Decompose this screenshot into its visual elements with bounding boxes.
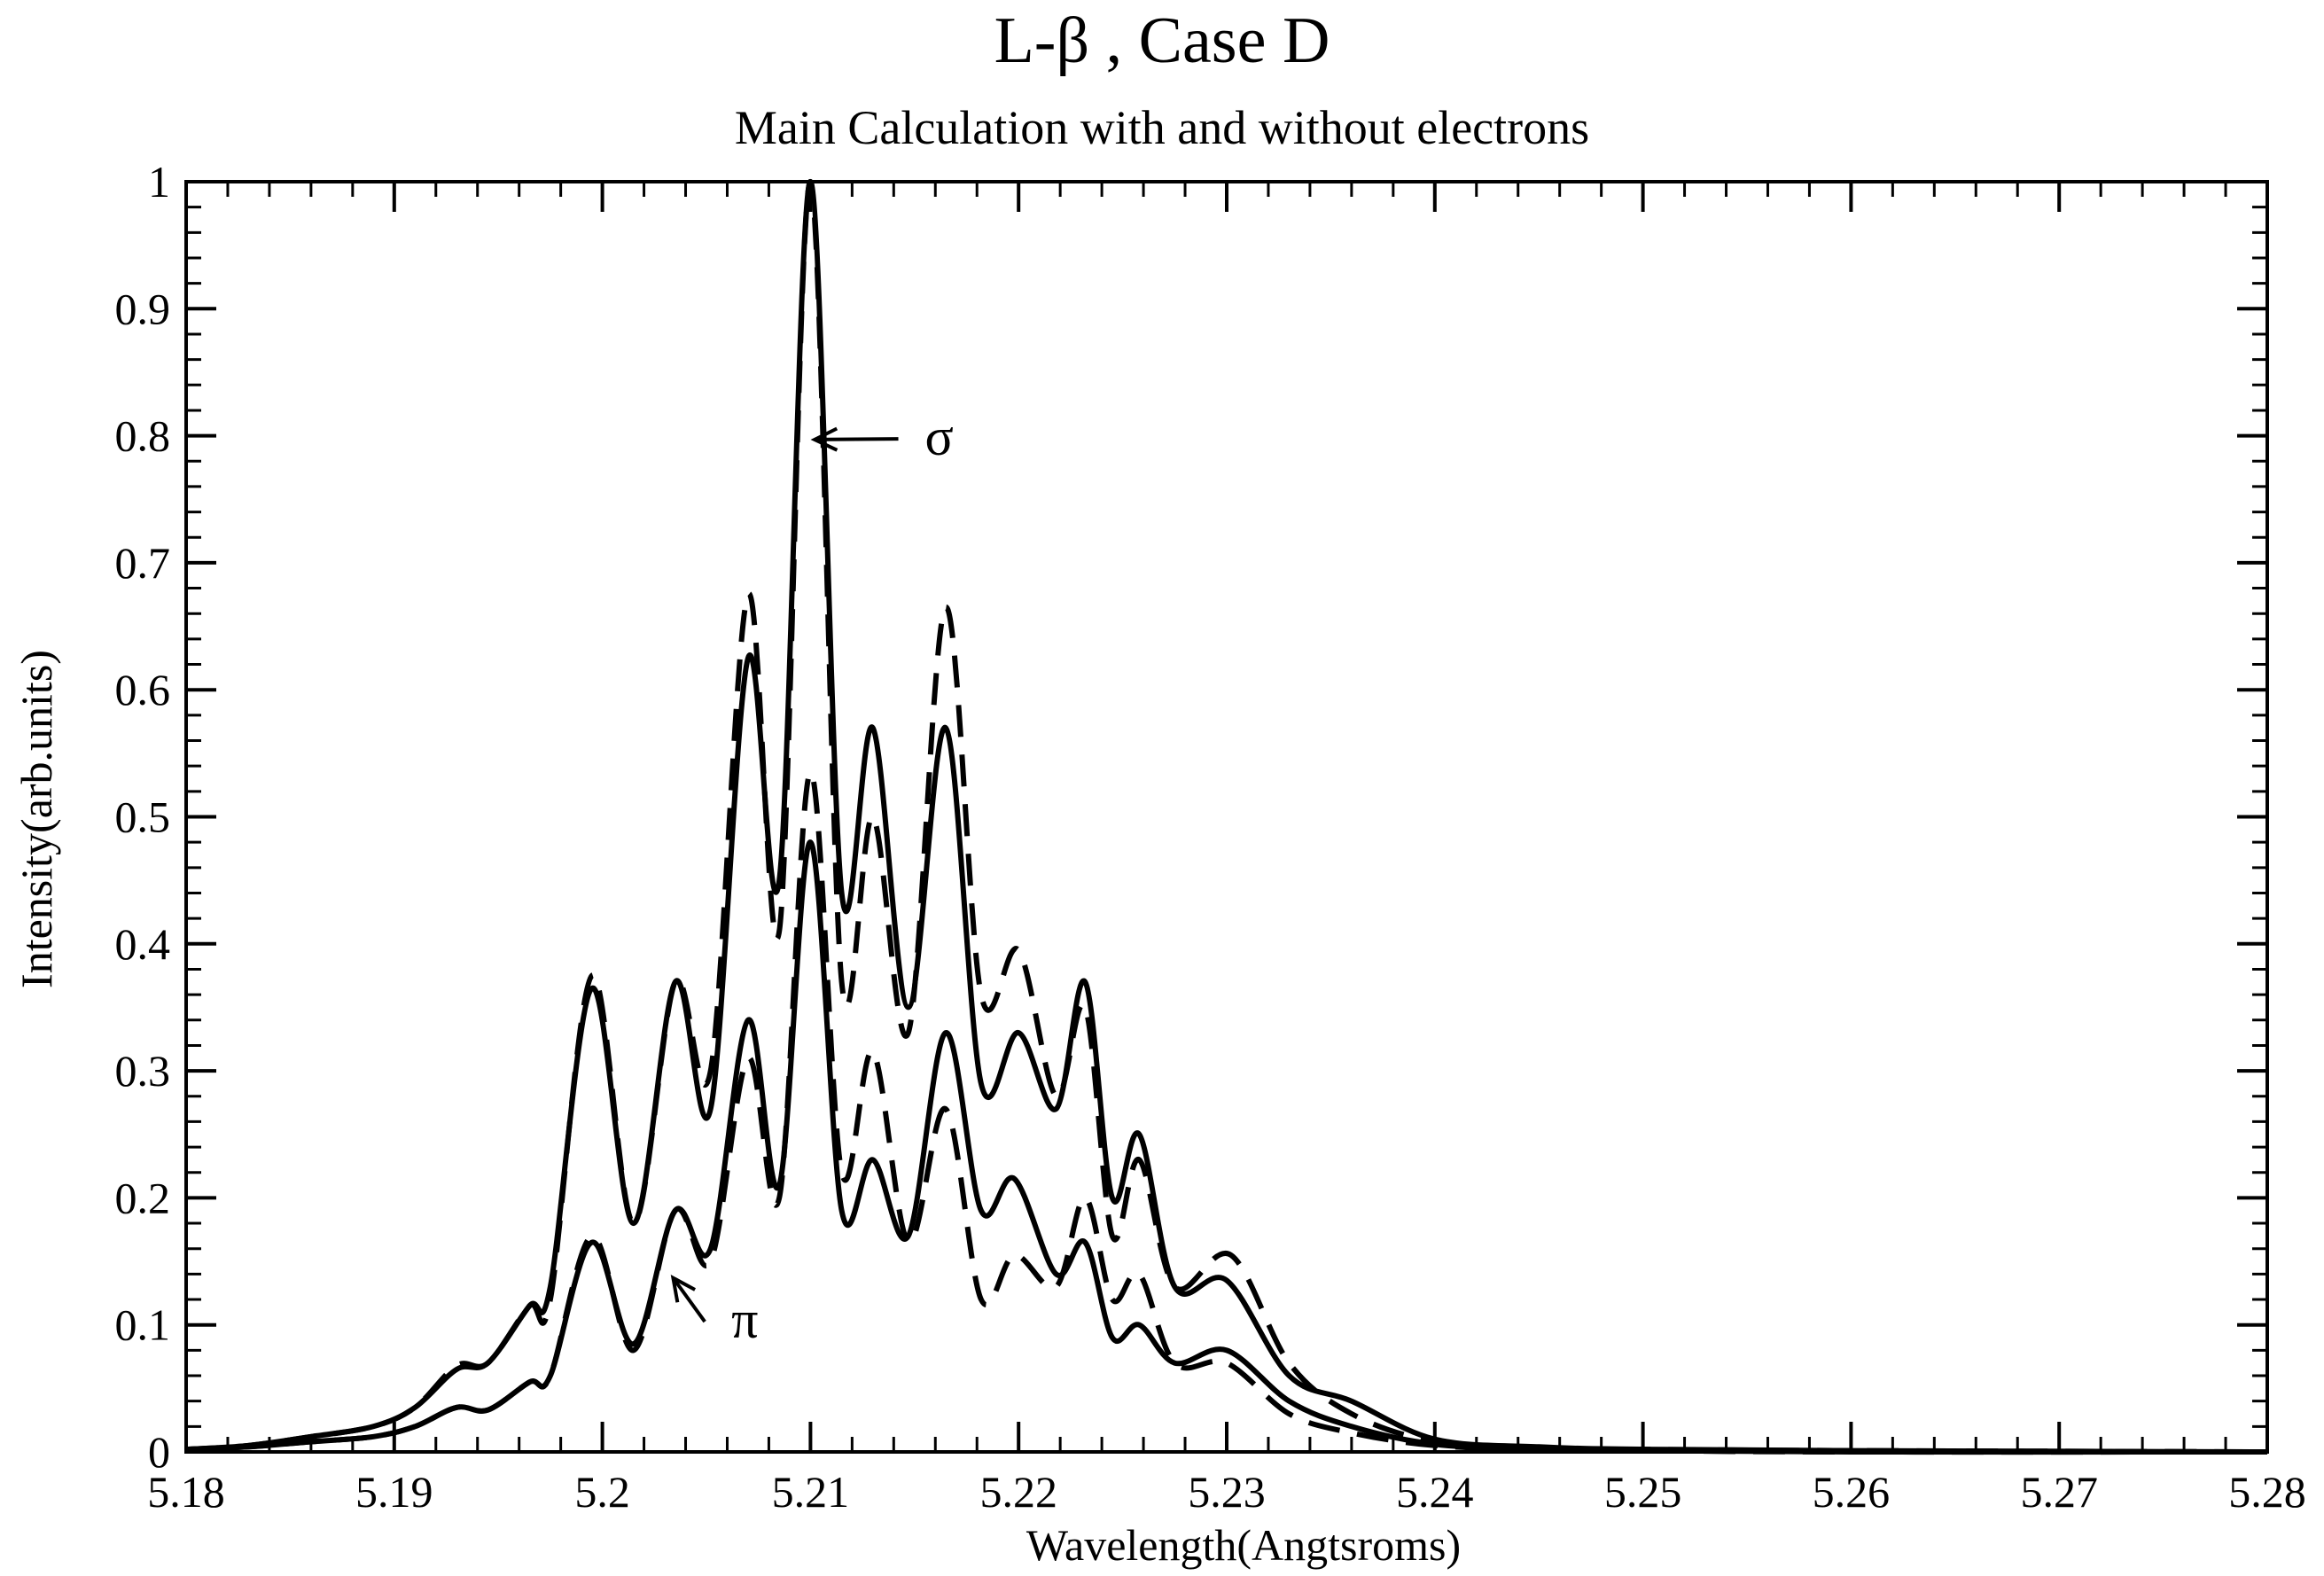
x-tick-label: 5.23	[1188, 1467, 1266, 1517]
y-tick-label: 0.9	[115, 284, 171, 333]
chart-title: L-β , Case D	[994, 4, 1330, 77]
x-axis-label: Wavelength(Angtsroms)	[1026, 1520, 1461, 1570]
series-line-1-solid	[185, 178, 2268, 1455]
x-tick-label: 5.28	[2228, 1467, 2306, 1517]
y-tick-label: 0.7	[115, 538, 171, 588]
plot-frame	[184, 180, 2269, 1454]
y-tick-label: 1	[148, 157, 170, 207]
y-tick-label: 0.3	[115, 1046, 171, 1096]
y-tick-label: 0.8	[115, 411, 171, 461]
annotation-arrow-line	[815, 437, 899, 441]
x-tick-label: 5.18	[147, 1467, 225, 1517]
plot-area: 5.18 5.19 5.2 5.21 5.22 5.23 5.24 5.25 5.26 5.27 5…	[115, 157, 2306, 1517]
x-tick-label: 5.21	[772, 1467, 850, 1517]
annotation-arrow-head	[810, 426, 838, 452]
y-tick-label: 0.6	[115, 665, 171, 714]
y-axis-label: Intensity(arb.units)	[12, 650, 61, 988]
y-tick-label: 0.2	[115, 1173, 171, 1222]
y-tick-label: 0.1	[115, 1300, 171, 1350]
x-tick-label: 5.25	[1604, 1467, 1682, 1517]
annotation-label-1: σ	[925, 408, 954, 466]
series-line-2-dashed	[185, 178, 2268, 1455]
y-tick-label: 0	[148, 1427, 170, 1477]
series-line-3-solid	[185, 839, 2268, 1455]
x-tick-label: 5.24	[1396, 1467, 1474, 1517]
annotation-label-2: π	[731, 1291, 758, 1349]
chart-subtitle: Main Calculation with and without electr…	[735, 101, 1589, 154]
annotation-arrow-head	[670, 1274, 697, 1303]
y-tick-label: 0.5	[115, 792, 171, 842]
annotation-arrow-line	[671, 1276, 706, 1323]
x-tick-label: 5.27	[2020, 1467, 2098, 1517]
x-tick-label: 5.2	[574, 1467, 630, 1517]
x-tick-label: 5.19	[355, 1467, 433, 1517]
x-tick-label: 5.22	[979, 1467, 1057, 1517]
series-line-4-dashed	[185, 769, 2268, 1455]
y-tick-label: 0.4	[115, 919, 171, 969]
x-tick-label: 5.26	[1813, 1467, 1891, 1517]
